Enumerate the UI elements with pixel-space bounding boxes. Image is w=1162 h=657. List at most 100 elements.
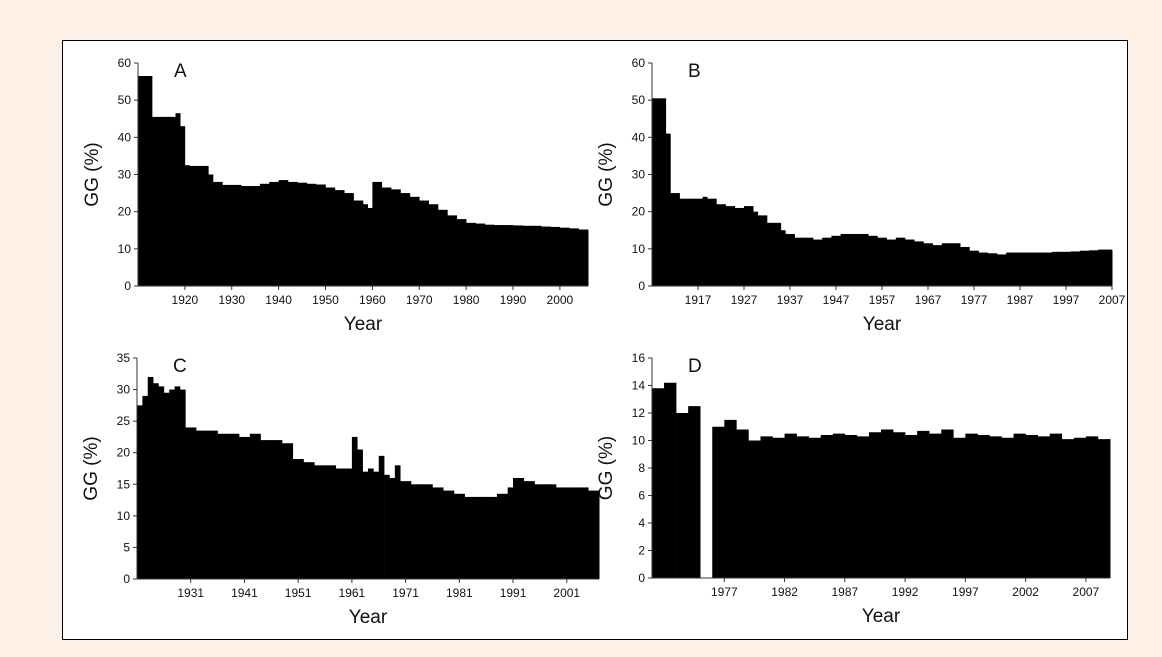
x-tick-label: 1977 (711, 585, 738, 599)
y-tick-label: 15 (117, 477, 131, 491)
data-bar (688, 406, 701, 579)
data-bar (877, 237, 887, 286)
data-bar (905, 239, 915, 286)
data-bar (923, 243, 933, 286)
data-bar (222, 184, 233, 286)
data-bar (250, 186, 261, 286)
data-bar (859, 233, 869, 286)
x-tick-label: 1990 (500, 293, 527, 307)
data-bar (1079, 250, 1090, 286)
y-axis-label: GG (%) (82, 142, 103, 206)
data-bar (534, 484, 546, 579)
x-tick-label: 2007 (1099, 293, 1126, 307)
data-bar (881, 429, 894, 578)
data-bar (652, 388, 665, 578)
data-bar (688, 198, 699, 286)
data-bar (1037, 436, 1051, 579)
data-bar (997, 254, 1007, 286)
y-tick-label: 10 (117, 509, 131, 523)
x-tick-label: 1997 (1053, 293, 1080, 307)
chart-panel-c: 0 5 10 15 20 25 30 35 1931 1941 1951 1961 1971 1981 19… (81, 351, 600, 628)
data-bar (153, 383, 159, 579)
x-tick-label: 1930 (218, 293, 245, 307)
y-axis-label: GG (%) (81, 436, 102, 500)
x-tick-label: 1951 (285, 586, 312, 600)
data-bar (297, 182, 308, 286)
data-bar (438, 209, 448, 286)
data-bar (1049, 433, 1063, 579)
data-bar (929, 433, 942, 579)
data-bar (1052, 251, 1062, 286)
data-bar (951, 243, 961, 286)
x-tick-label: 1961 (339, 586, 366, 600)
data-bar (712, 426, 725, 578)
data-bar (724, 419, 737, 579)
x-tick-label: 1981 (446, 586, 473, 600)
data-bar (522, 225, 533, 286)
y-tick-label: 20 (632, 205, 646, 219)
data-bar (794, 237, 805, 286)
data-bar (987, 253, 998, 286)
data-bar (734, 207, 745, 286)
x-tick-label: 1982 (771, 585, 798, 599)
data-bar (569, 228, 579, 286)
panel-label: D (688, 356, 702, 377)
x-tick-label: 1920 (172, 293, 199, 307)
data-bar (772, 437, 785, 578)
data-bar (664, 382, 677, 578)
x-tick-label: 2007 (1073, 585, 1100, 599)
data-bar (410, 484, 423, 579)
x-tick-label: 1937 (777, 293, 804, 307)
data-bar (346, 468, 353, 579)
x-tick-label: 1991 (500, 586, 527, 600)
y-tick-label: 35 (117, 351, 131, 365)
x-tick-label: 1997 (952, 585, 979, 599)
data-bar (914, 241, 924, 286)
x-tick-label: 1977 (961, 293, 988, 307)
data-bar (169, 389, 175, 579)
data-bar (303, 462, 315, 579)
data-bar (163, 392, 170, 579)
x-tick-label: 1931 (177, 586, 204, 600)
data-bar (545, 484, 557, 579)
data-bar (421, 484, 433, 579)
x-tick-label: 1941 (231, 586, 258, 600)
data-bar (175, 113, 181, 286)
x-tick-label: 1987 (1007, 293, 1034, 307)
data-bar (486, 496, 498, 579)
data-bar (351, 436, 358, 579)
data-bar (702, 196, 708, 286)
data-bar (147, 376, 154, 579)
data-bar (978, 252, 989, 286)
data-bar (707, 198, 717, 286)
data-bar (566, 487, 578, 579)
data-bar (559, 227, 570, 286)
data-bar (432, 487, 444, 579)
data-bar (213, 181, 223, 286)
data-bar (1097, 439, 1111, 579)
data-bar (394, 465, 401, 579)
y-tick-label: 20 (117, 446, 131, 460)
chart-panel-b: 0 10 20 30 40 50 60 1917 1927 1937 1947 1957 1967 197… (596, 56, 1126, 335)
y-tick-label: 10 (632, 434, 646, 448)
data-bar (661, 98, 667, 286)
y-tick-label: 30 (118, 168, 132, 182)
data-bar (1089, 250, 1099, 286)
data-bar (158, 386, 165, 579)
data-bar (231, 184, 242, 286)
data-bar (496, 493, 508, 579)
data-bar (373, 471, 380, 579)
data-bar (389, 477, 396, 579)
y-tick-label: 30 (117, 383, 131, 397)
data-bar (676, 413, 689, 578)
data-bar (969, 250, 979, 286)
data-bar (844, 435, 858, 578)
y-tick-label: 8 (638, 461, 645, 475)
x-tick-label: 1987 (831, 585, 858, 599)
data-bar (1015, 252, 1025, 286)
x-tick-label: 1917 (685, 293, 712, 307)
data-bar (808, 437, 822, 578)
data-bar (453, 493, 465, 579)
data-bar (363, 204, 368, 286)
